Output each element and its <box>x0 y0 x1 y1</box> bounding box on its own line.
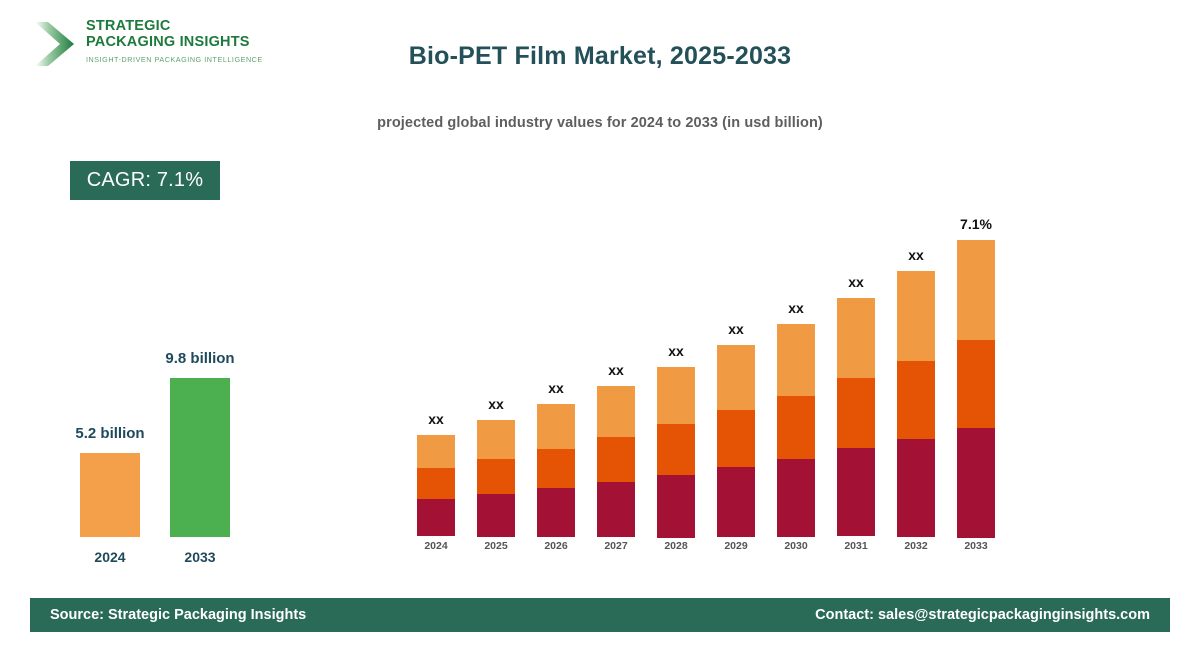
stacked-xtick-2024: 2024 <box>424 540 448 552</box>
brand-logo[interactable]: STRATEGIC PACKAGING INSIGHTS INSIGHT-DRI… <box>32 16 282 74</box>
stacked-bar-2028 <box>657 367 695 538</box>
compare-xtick-2033: 2033 <box>184 549 216 565</box>
stacked-bar-2024 <box>417 435 455 537</box>
stacked-segment-segment-2-2025 <box>477 459 515 494</box>
stacked-bar-2025 <box>477 420 515 537</box>
stacked-segment-segment-3-2031 <box>837 298 875 378</box>
stacked-segment-segment-3-2026 <box>537 404 575 449</box>
stacked-segment-segment-2-2029 <box>717 410 755 467</box>
stacked-bar-2033 <box>957 240 995 538</box>
stacked-segment-segment-3-2032 <box>897 271 935 361</box>
stacked-segment-segment-2-2027 <box>597 437 635 482</box>
stacked-segment-segment-1-2028 <box>657 475 695 538</box>
stacked-segment-segment-3-2027 <box>597 386 635 437</box>
stacked-segment-segment-3-2033 <box>957 240 995 340</box>
brand-tagline: INSIGHT-DRIVEN PACKAGING INTELLIGENCE <box>86 55 263 64</box>
page-subtitle: projected global industry values for 202… <box>377 115 823 131</box>
stacked-bar-2031 <box>837 298 875 537</box>
stacked-segment-segment-3-2029 <box>717 345 755 410</box>
footer-contact[interactable]: Contact: sales@strategicpackaginginsight… <box>815 607 1150 623</box>
stacked-segment-segment-1-2032 <box>897 439 935 537</box>
brand-wordmark: STRATEGIC PACKAGING INSIGHTS INSIGHT-DRI… <box>86 18 263 64</box>
stacked-segment-segment-2-2032 <box>897 361 935 439</box>
stacked-segment-segment-2-2031 <box>837 378 875 448</box>
compare-bar-2024 <box>80 453 140 537</box>
footer-source: Source: Strategic Packaging Insights <box>50 607 307 623</box>
stacked-value-label-2032: xx <box>908 247 924 263</box>
stacked-segment-segment-2-2030 <box>777 396 815 459</box>
stacked-segment-segment-3-2025 <box>477 420 515 459</box>
stacked-value-label-2025: xx <box>488 396 504 412</box>
compare-value-label-2033: 9.8 billion <box>165 350 235 367</box>
stacked-segment-segment-1-2026 <box>537 488 575 537</box>
stacked-segment-segment-1-2025 <box>477 494 515 537</box>
stacked-value-label-2030: xx <box>788 300 804 316</box>
stacked-bar-2030 <box>777 324 815 537</box>
stacked-value-label-2027: xx <box>608 362 624 378</box>
stacked-xtick-2032: 2032 <box>904 540 928 552</box>
stacked-value-label-2033: 7.1% <box>960 216 992 232</box>
stacked-segment-segment-1-2024 <box>417 499 455 536</box>
endpoint-comparison-chart: 5.2 billion 2024 9.8 billion 2033 <box>0 0 330 650</box>
stacked-segment-segment-1-2033 <box>957 428 995 538</box>
stacked-value-label-2028: xx <box>668 343 684 359</box>
stacked-segment-segment-2-2033 <box>957 340 995 428</box>
stacked-xtick-2027: 2027 <box>604 540 628 552</box>
stacked-segment-segment-3-2028 <box>657 367 695 424</box>
stacked-bar-2026 <box>537 404 575 537</box>
stacked-segment-segment-1-2031 <box>837 448 875 536</box>
stacked-bar-2029 <box>717 345 755 537</box>
stacked-segment-segment-2-2028 <box>657 424 695 475</box>
stacked-segment-segment-3-2024 <box>417 435 455 468</box>
stacked-bar-2032 <box>897 271 935 537</box>
compare-value-label-2024: 5.2 billion <box>75 425 145 442</box>
stacked-bar-2027 <box>597 386 635 537</box>
page-title: Bio-PET Film Market, 2025-2033 <box>408 42 792 70</box>
stacked-value-label-2026: xx <box>548 380 564 396</box>
stacked-segment-segment-3-2030 <box>777 324 815 396</box>
stacked-segment-segment-1-2027 <box>597 482 635 537</box>
stacked-xtick-2026: 2026 <box>544 540 568 552</box>
footer-bar: Source: Strategic Packaging Insights Con… <box>30 598 1170 632</box>
stacked-segment-segment-1-2029 <box>717 467 755 537</box>
stacked-value-label-2029: xx <box>728 321 744 337</box>
brand-name-line1: STRATEGIC <box>86 18 171 34</box>
cagr-badge: CAGR: 7.1% <box>70 161 220 200</box>
stacked-xtick-2029: 2029 <box>724 540 748 552</box>
compare-bar-2033 <box>170 378 230 537</box>
stacked-value-label-2031: xx <box>848 274 864 290</box>
segmented-forecast-chart: xx 2024 xx 2025 xx 2026 xx 2027 xx 2028 xx 2029 xx 20… <box>400 0 1020 650</box>
stacked-segment-segment-1-2030 <box>777 459 815 537</box>
cagr-badge-label: CAGR: 7.1% <box>86 169 204 191</box>
stacked-value-label-2024: xx <box>428 411 444 427</box>
brand-name-line2: PACKAGING INSIGHTS <box>86 34 250 50</box>
stacked-xtick-2033: 2033 <box>964 540 988 552</box>
stacked-xtick-2030: 2030 <box>784 540 808 552</box>
stacked-segment-segment-2-2026 <box>537 449 575 488</box>
stacked-xtick-2025: 2025 <box>484 540 508 552</box>
compare-xtick-2024: 2024 <box>94 549 126 565</box>
green-chevron-logo-icon <box>32 18 80 70</box>
stacked-xtick-2031: 2031 <box>844 540 868 552</box>
stacked-segment-segment-2-2024 <box>417 468 455 499</box>
stacked-xtick-2028: 2028 <box>664 540 688 552</box>
